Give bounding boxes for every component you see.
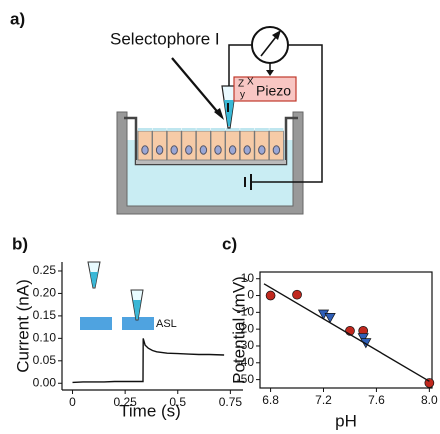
y-tick-label: 0.05 [33,353,57,367]
cilia [167,128,182,131]
y-tick-label: -40 [237,355,255,369]
pipette-fill [224,100,234,126]
nucleus [170,145,178,155]
x-tick-label: 7.2 [315,393,332,407]
axis-label: y [240,90,245,101]
y-axis-label: Potential (mV) [229,276,248,384]
wire [252,44,323,183]
cilia [196,128,211,131]
x-tick-label: 0.25 [113,395,137,409]
nucleus [141,145,149,155]
cilia [240,128,255,131]
data-line [263,283,430,382]
axis-label: X [247,77,254,88]
cilia [211,128,225,131]
bath-diagram [116,111,304,215]
cilia [254,128,269,131]
piezo-box [233,76,297,102]
y-tick-label: -20 [237,321,255,335]
arrowhead [214,108,224,120]
point [357,333,369,344]
x-tick-label: 6.8 [262,393,279,407]
y-tick-label: 0.00 [33,375,57,389]
y-tick-label: -30 [237,338,255,352]
y-axis-label: Current (nA) [13,279,32,373]
nucleus [258,145,266,155]
inset-label: ASL [156,318,177,330]
piezo-label: Piezo [256,83,291,99]
y-tick-label: -50 [237,372,255,386]
pipette-fill [90,272,98,287]
point [265,290,276,301]
panel-label: c) [222,234,237,253]
wire [228,44,252,86]
point [324,313,336,324]
cilia [152,128,167,131]
membrane [136,160,286,164]
cilia [138,128,152,131]
plot-frame [259,271,433,389]
cells [137,128,284,161]
x-tick-label: 7.6 [368,393,385,407]
panel-label: b) [12,234,28,253]
panel-label: a) [10,9,25,28]
electrode-label: Selectophore I [110,29,220,48]
x-tick-label: 0 [69,395,76,409]
nucleus [272,145,281,155]
y-tick-label: 10 [241,271,255,285]
point [292,289,302,300]
cilia [269,128,284,131]
asl-block [80,317,112,330]
pipette-fill [133,300,141,319]
electrode [221,85,237,129]
cilia [225,128,240,131]
y-tick-label: 0.10 [33,331,57,345]
cilia [181,128,196,131]
nucleus [214,145,222,155]
arrowhead [266,70,274,76]
x-tick-label: 0.5 [169,395,186,409]
axis-label: Z [238,79,244,90]
x-axis-label: pH [335,411,357,430]
y-tick-label: -10 [237,305,255,319]
x-tick-label: 0.75 [219,395,243,409]
arrowhead [272,30,281,40]
x-tick-label: 8.0 [421,393,438,407]
nucleus [155,145,164,155]
y-tick-label: 0.25 [33,263,57,277]
nucleus [243,145,251,155]
nucleus [199,145,208,155]
pointer [171,57,222,117]
dish [116,111,304,215]
inset [80,261,154,330]
nucleus [228,145,237,155]
x-axis-label: Time (s) [119,401,181,420]
asl-block [122,317,154,330]
y-tick-label: 0.15 [33,308,57,322]
y-tick-label: 0 [247,288,254,302]
nucleus [185,145,193,155]
data-line [72,338,225,384]
y-tick-label: 0.20 [33,286,57,300]
